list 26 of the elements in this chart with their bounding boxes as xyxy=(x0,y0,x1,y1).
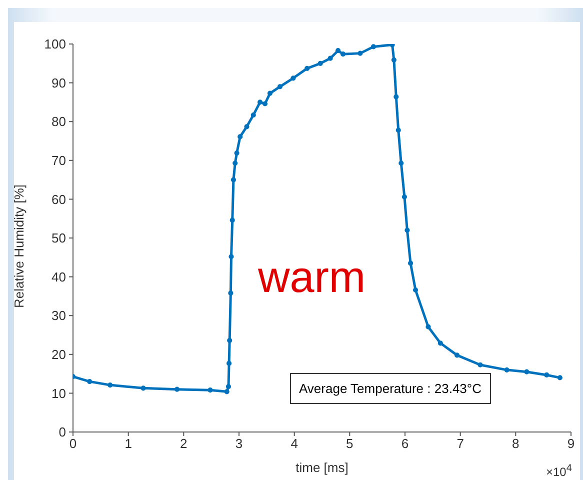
x-tick-label: 1 xyxy=(124,436,132,452)
x-tick-label: 6 xyxy=(401,436,409,452)
y-tick-label: 0 xyxy=(58,424,66,440)
y-tick-label: 40 xyxy=(52,269,66,284)
y-tick-label: 60 xyxy=(52,192,66,207)
y-tick-label: 90 xyxy=(52,75,66,90)
y-tick-label: 100 xyxy=(44,36,66,52)
y-axis-title: Relative Humidity [%] xyxy=(12,184,27,308)
y-tick-label: 50 xyxy=(52,230,66,246)
text: ×10$^{4}$ xyxy=(546,463,572,479)
y-tick-label: 10 xyxy=(52,386,66,401)
x-tick-label: 5 xyxy=(346,436,354,452)
x-tick-label: 7 xyxy=(456,436,464,452)
x-tick-label: 3 xyxy=(235,436,243,452)
x-tick-label: 9 xyxy=(567,436,575,452)
annotation: warm xyxy=(258,253,366,303)
y-tick-label: 30 xyxy=(52,308,66,324)
y-tick-label: 70 xyxy=(52,153,66,168)
x-tick-label: 2 xyxy=(180,436,188,452)
x-tick-label: 0 xyxy=(69,436,77,452)
x-axis-title: time [ms] xyxy=(296,460,348,475)
annotation: Average Temperature : 23.43°C xyxy=(290,373,490,404)
x-tick-label: 4 xyxy=(290,436,298,452)
y-tick-label: 20 xyxy=(52,347,66,362)
y-tick-label: 80 xyxy=(52,114,66,130)
x-tick-label: 8 xyxy=(512,436,520,452)
